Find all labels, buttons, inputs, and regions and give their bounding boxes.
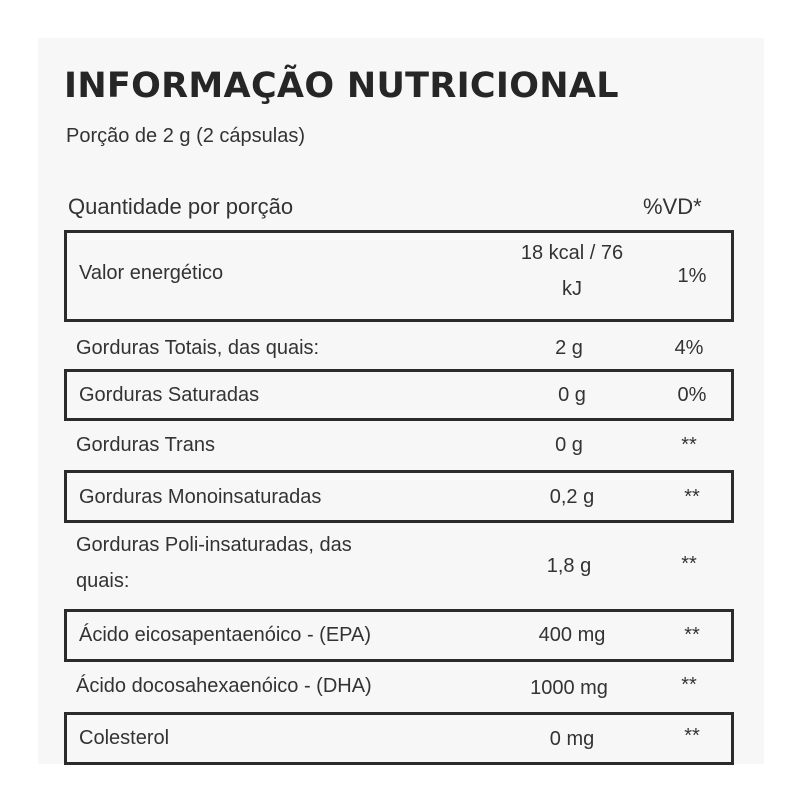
table-row-cholesterol: Colesterol 0 mg ** [64, 712, 734, 765]
table-row-saturated-fat: Gorduras Saturadas 0 g 0% [64, 369, 734, 421]
row-qty-line2: kJ [562, 278, 582, 300]
row-qty: 0,2 g [549, 486, 595, 508]
page-title: INFORMAÇÃO NUTRICIONAL [64, 66, 619, 106]
table-row-trans-fat: Gorduras Trans 0 g ** [64, 421, 734, 469]
serving-size: Porção de 2 g (2 cápsulas) [66, 125, 306, 147]
row-name: Ácido docosahexaenóico - (DHA) [76, 675, 372, 697]
table-row-monounsaturated-fat: Gorduras Monoinsaturadas 0,2 g ** [64, 470, 734, 523]
row-name: Colesterol [79, 727, 170, 749]
table-row-energy: Valor energético 18 kcal / 76 kJ 1% [64, 230, 734, 322]
row-vd: 1% [677, 265, 707, 287]
table-row-total-fat: Gorduras Totais, das quais: 2 g 4% [64, 322, 734, 370]
row-vd: 4% [674, 337, 704, 359]
row-vd: ** [681, 553, 697, 575]
nutrition-panel [38, 38, 764, 764]
row-vd: 0% [677, 384, 707, 406]
row-qty: 1000 mg [530, 677, 608, 699]
row-qty: 18 kcal / 76 kJ [487, 242, 657, 301]
row-qty-line1: 18 kcal / 76 [520, 242, 624, 264]
row-name: Gorduras Trans [76, 434, 215, 456]
row-name: Gorduras Monoinsaturadas [79, 486, 322, 508]
row-vd: ** [681, 434, 697, 456]
row-vd: ** [684, 725, 700, 747]
row-name: Gorduras Saturadas [79, 384, 260, 406]
row-vd: ** [684, 624, 700, 646]
row-qty: 2 g [555, 337, 583, 359]
row-qty: 0 g [558, 384, 586, 406]
row-name: Valor energético [79, 262, 224, 284]
row-name-line2: quais: [76, 570, 130, 592]
row-name-line1: Gorduras Poli-insaturadas, das [76, 534, 352, 556]
row-qty: 1,8 g [546, 555, 592, 577]
row-qty: 0 mg [549, 728, 595, 750]
table-row-epa: Ácido eicosapentaenóico - (EPA) 400 mg *… [64, 609, 734, 662]
row-qty: 0 g [555, 434, 583, 456]
row-vd: ** [681, 674, 697, 696]
row-name: Gorduras Poli-insaturadas, das quais: [76, 527, 476, 599]
row-name: Ácido eicosapentaenóico - (EPA) [79, 624, 372, 646]
row-qty: 400 mg [538, 624, 606, 646]
quantity-header: Quantidade por porção [68, 194, 294, 219]
table-row-polyunsaturated-fat: Gorduras Poli-insaturadas, das quais: 1,… [64, 523, 734, 609]
row-vd: ** [684, 486, 700, 508]
row-name: Gorduras Totais, das quais: [76, 337, 320, 359]
vd-header: %VD* [643, 194, 702, 219]
table-row-dha: Ácido docosahexaenóico - (DHA) 1000 mg *… [64, 662, 734, 712]
